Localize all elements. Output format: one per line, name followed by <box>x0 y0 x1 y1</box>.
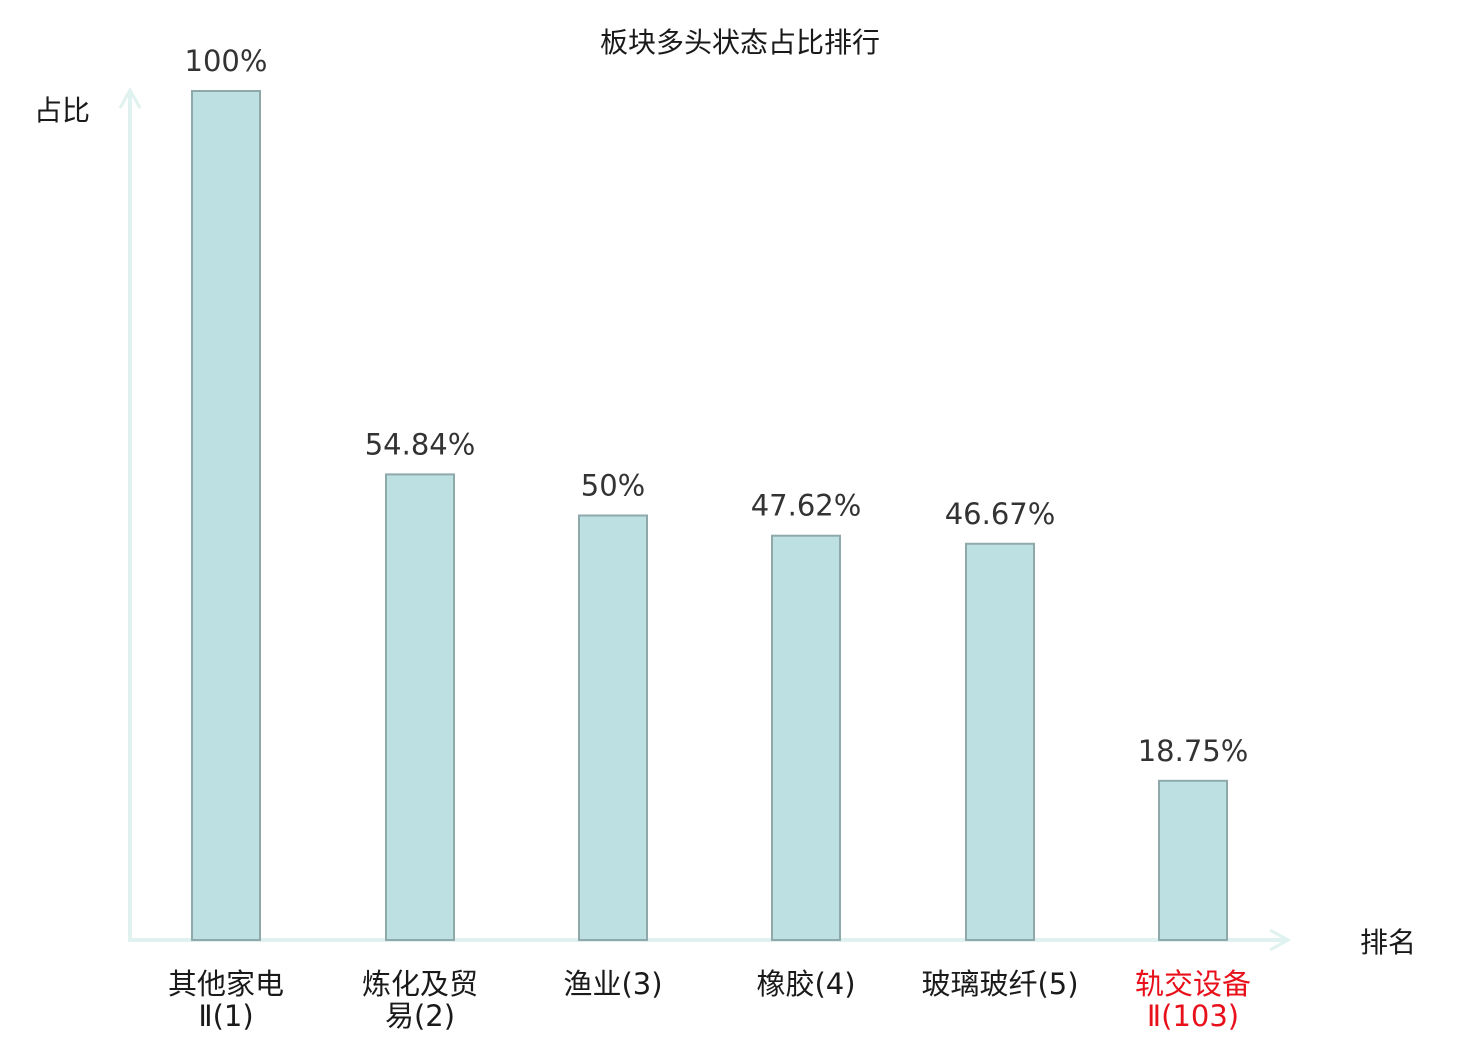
category-rank-label: Ⅱ(103) <box>1147 999 1239 1033</box>
x-axis-label: 排名 <box>1360 926 1416 959</box>
bar <box>385 473 455 941</box>
bar <box>1158 779 1228 941</box>
bar <box>965 542 1035 942</box>
bar <box>578 514 648 941</box>
bar <box>191 90 261 941</box>
category-label: 渔业(3) <box>563 967 662 1001</box>
category-label: 其他家电 <box>168 967 284 1001</box>
category-rank-label: Ⅱ(1) <box>198 999 253 1033</box>
category-label: 炼化及贸 <box>362 967 478 1001</box>
chart-title: 板块多头状态占比排行 <box>600 26 880 59</box>
bar-value-label: 50% <box>581 469 645 503</box>
bar-value-label: 47.62% <box>751 489 862 523</box>
bar <box>771 534 841 941</box>
category-label: 玻璃玻纤(5) <box>921 967 1078 1001</box>
bar-value-label: 46.67% <box>945 497 1056 531</box>
bar-value-label: 18.75% <box>1138 734 1249 768</box>
bar-value-label: 54.84% <box>365 427 476 461</box>
category-label: 轨交设备 <box>1135 967 1251 1001</box>
bars-group <box>191 90 1228 942</box>
x-axis <box>128 928 1292 952</box>
category-rank-label: 易(2) <box>385 999 455 1033</box>
y-axis <box>118 86 142 940</box>
y-axis-label: 占比 <box>34 94 90 127</box>
category-label: 橡胶(4) <box>756 967 855 1001</box>
value-labels-group: 100% 54.84% 50% 47.62% 46.67% 18.75% <box>185 44 1249 768</box>
bar-value-label: 100% <box>185 44 268 78</box>
